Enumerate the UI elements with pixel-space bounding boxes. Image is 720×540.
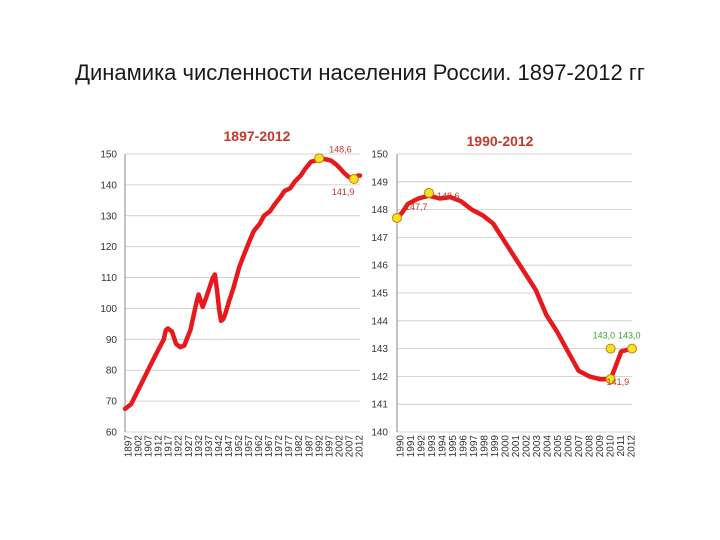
x-tick-label: 2001 [511,435,522,458]
data-point-marker [605,343,616,354]
data-point-marker [314,153,325,164]
y-tick-label: 110 [101,273,117,284]
y-tick-label: 141 [371,400,388,411]
data-point-marker [605,374,616,385]
page-title: Динамика численности населения России. 1… [75,60,645,85]
data-label: 147,7 [405,202,428,212]
x-tick-label: 1990 [396,435,407,458]
x-tick-label: 1902 [134,435,145,458]
x-tick-label: 1917 [164,435,175,458]
x-tick-label: 1932 [194,435,205,458]
data-point-marker [392,212,402,223]
data-point-marker [424,187,435,198]
x-tick-label: 1982 [294,435,305,458]
y-tick-label: 145 [371,289,388,300]
x-tick-label: 2010 [606,435,617,458]
x-tick-label: 2009 [595,435,606,458]
x-tick-label: 2002 [334,435,345,458]
x-tick-label: 1927 [184,435,195,458]
series-line [122,156,363,412]
data-point-marker [627,343,637,354]
y-tick-label: 148 [371,205,388,216]
x-tick-label: 1952 [234,435,245,458]
data-label: 143,0 [618,331,641,341]
data-label: 148,6 [329,144,352,154]
x-tick-label: 1997 [469,435,480,458]
x-tick-label: 2012 [627,435,638,458]
x-tick-label: 1994 [438,435,449,458]
x-tick-label: 1996 [459,435,470,458]
y-tick-label: 149 [371,177,388,188]
x-tick-label: 1992 [314,435,325,458]
x-tick-label: 1937 [204,435,215,458]
x-tick-label: 1999 [490,435,501,458]
x-tick-label: 1995 [448,435,459,458]
data-label: 141,9 [332,187,355,197]
x-tick-label: 1907 [144,435,155,458]
x-tick-label: 2007 [574,435,585,458]
y-tick-label: 120 [100,242,117,253]
x-tick-label: 1912 [154,435,165,458]
y-tick-label: 147 [371,233,388,244]
x-tick-label: 1967 [264,435,275,458]
x-tick-label: 1992 [417,435,428,458]
x-tick-label: 2011 [616,435,627,457]
y-tick-label: 60 [106,428,118,439]
data-label: 143,0 [593,331,616,341]
x-tick-label: 1947 [224,435,235,458]
chart-title: 1990-2012 [467,133,534,149]
x-tick-label: 1962 [254,435,265,458]
chart-title: 1897-2012 [224,128,291,144]
series-line [394,193,635,382]
x-tick-label: 1991 [406,435,417,458]
x-tick-label: 2008 [585,435,596,458]
x-tick-label: 1977 [284,435,295,458]
data-point-marker [348,174,359,185]
y-tick-label: 140 [371,428,388,439]
y-tick-label: 90 [106,335,118,346]
data-label: 141,9 [607,377,630,387]
y-tick-label: 70 [106,397,118,408]
x-tick-label: 2005 [553,435,564,458]
x-tick-label: 1972 [274,435,285,458]
y-tick-label: 144 [371,316,388,327]
x-tick-label: 1897 [124,435,135,458]
x-tick-label: 2003 [532,435,543,458]
y-tick-label: 100 [100,304,117,315]
x-tick-label: 2007 [344,435,355,458]
x-tick-label: 2004 [543,435,554,458]
x-tick-label: 2012 [355,435,366,458]
x-tick-label: 2000 [501,435,512,458]
data-label: 148,6 [437,191,460,201]
x-tick-label: 1942 [214,435,225,458]
x-tick-label: 1987 [304,435,315,458]
x-tick-label: 1997 [324,435,335,458]
x-tick-label: 1957 [244,435,255,458]
y-tick-label: 142 [371,372,388,383]
y-tick-label: 130 [100,211,117,222]
y-tick-label: 150 [371,150,388,161]
y-tick-label: 150 [100,150,117,161]
x-tick-label: 2002 [522,435,533,458]
y-tick-label: 143 [371,344,388,355]
x-tick-label: 2006 [564,435,575,458]
y-tick-label: 140 [100,180,117,191]
x-tick-label: 1998 [480,435,491,458]
y-tick-label: 146 [371,261,388,272]
x-tick-label: 1993 [427,435,438,458]
x-tick-label: 1922 [174,435,185,458]
y-tick-label: 80 [106,366,118,377]
